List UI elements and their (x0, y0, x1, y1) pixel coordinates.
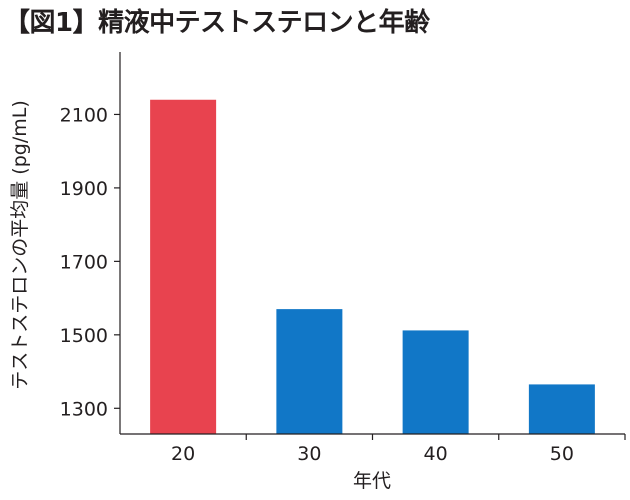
y-tick-label: 1500 (60, 325, 108, 347)
y-axis-title: テストステロンの平均量 (pg/mL) (9, 100, 31, 389)
y-axis-ticks: 1300 1500 1700 1900 2100 (60, 104, 120, 420)
bar-40 (402, 330, 469, 434)
x-tick-label: 50 (550, 443, 574, 465)
bar-20 (150, 99, 217, 434)
x-tick-label: 40 (424, 443, 448, 465)
x-axis-title: 年代 (353, 470, 391, 492)
x-axis-ticks: 20 30 40 50 (171, 434, 626, 465)
y-tick-label: 2100 (60, 104, 108, 126)
x-tick-label: 20 (171, 443, 195, 465)
y-tick-label: 1700 (60, 251, 108, 273)
bar-50 (528, 384, 595, 434)
y-tick-label: 1900 (60, 178, 108, 200)
x-tick-label: 30 (297, 443, 321, 465)
chart-title: 【図1】精液中テストステロンと年齢 (4, 8, 430, 38)
bars (150, 99, 595, 434)
y-tick-label: 1300 (60, 398, 108, 420)
bar-30 (276, 309, 343, 434)
